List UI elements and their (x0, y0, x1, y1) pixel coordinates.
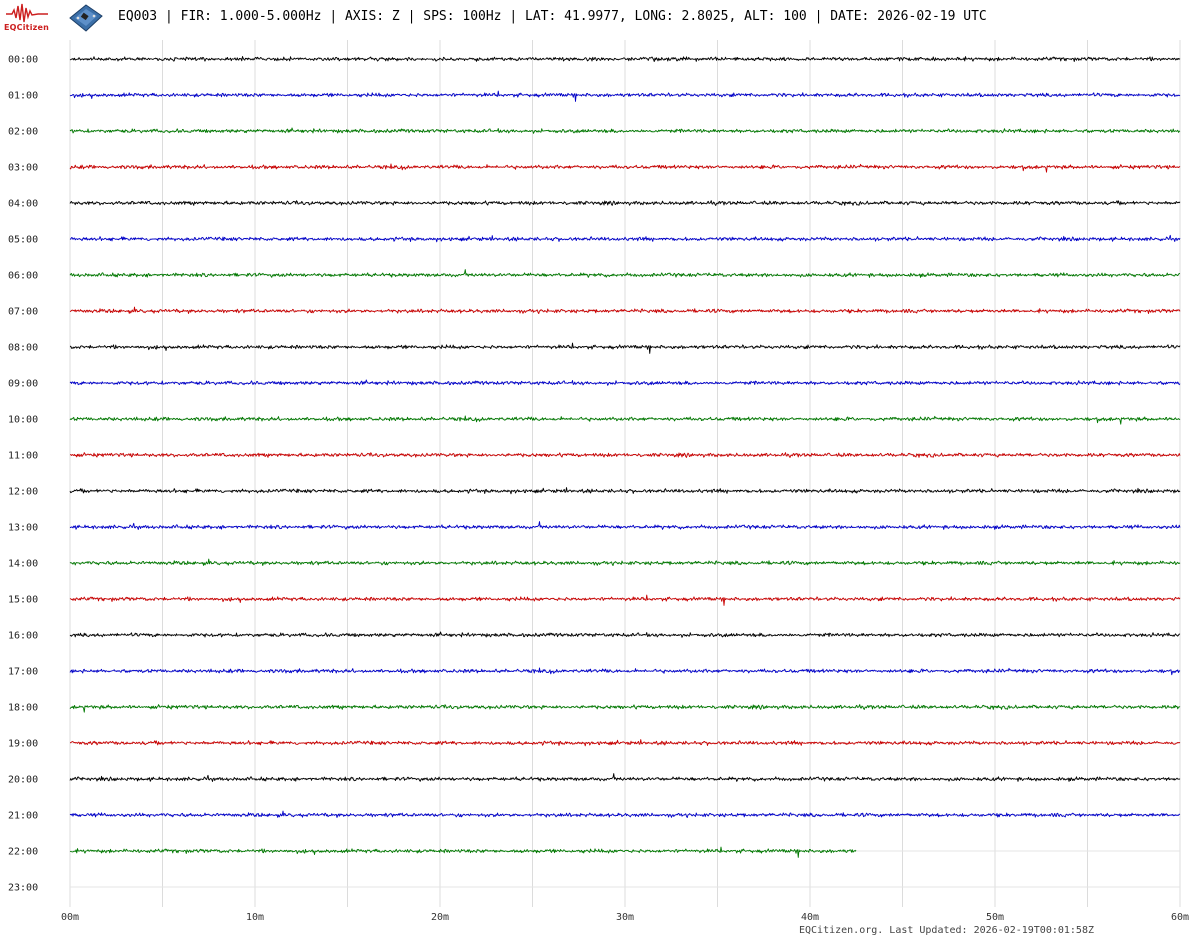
row-label: 05:00 (8, 235, 38, 246)
trace-1000 (69, 415, 1181, 425)
row-label: 11:00 (8, 451, 38, 462)
trace-1100 (69, 452, 1181, 458)
row-label: 19:00 (8, 739, 38, 750)
trace-0300 (69, 163, 1181, 173)
trace-2000 (69, 773, 1181, 782)
trace-0800 (69, 342, 1181, 354)
x-tick-label: 60m (1171, 912, 1189, 923)
trace-1200 (69, 487, 1181, 495)
row-label: 02:00 (8, 127, 38, 138)
row-label: 06:00 (8, 271, 38, 282)
row-label: 01:00 (8, 91, 38, 102)
x-tick-label: 40m (801, 912, 819, 923)
row-label: 23:00 (8, 883, 38, 894)
logo-text: EQCitizen (4, 23, 50, 32)
row-label: 03:00 (8, 163, 38, 174)
sensor-board-icon (69, 4, 103, 32)
row-label: 10:00 (8, 415, 38, 426)
x-tick-label: 20m (431, 912, 449, 923)
trace-1300 (69, 521, 1181, 530)
chart-title: EQ003 | FIR: 1.000-5.000Hz | AXIS: Z | S… (118, 9, 987, 24)
x-axis: 00m 10m 20m 30m 40m 50m 60m (61, 912, 1189, 923)
row-label: 09:00 (8, 379, 38, 390)
trace-0000 (69, 56, 1181, 63)
trace-1400 (69, 558, 1181, 567)
row-label: 13:00 (8, 523, 38, 534)
trace-0200 (69, 127, 1181, 134)
row-label: 04:00 (8, 199, 38, 210)
trace-0500 (69, 234, 1181, 243)
row-label: 17:00 (8, 667, 38, 678)
trace-2100 (69, 810, 1181, 819)
x-tick-label: 50m (986, 912, 1004, 923)
row-label: 14:00 (8, 559, 38, 570)
x-tick-label: 30m (616, 912, 634, 923)
trace-1700 (69, 667, 1181, 676)
trace-1500 (69, 594, 1181, 606)
trace-0600 (69, 269, 1181, 278)
row-label: 00:00 (8, 55, 38, 66)
row-label: 18:00 (8, 703, 38, 714)
row-label: 21:00 (8, 811, 38, 822)
trace-1600 (69, 631, 1181, 638)
trace-0400 (69, 200, 1181, 206)
footer-updated: EQCitizen.org. Last Updated: 2026-02-19T… (798, 925, 1094, 936)
row-label: 07:00 (8, 307, 38, 318)
x-tick-label: 00m (61, 912, 79, 923)
grid (69, 40, 1181, 907)
row-label: 20:00 (8, 775, 38, 786)
trace-2200 (69, 846, 857, 858)
traces (69, 56, 1181, 858)
row-label: 22:00 (8, 847, 38, 858)
trace-0900 (69, 379, 1181, 386)
row-label: 08:00 (8, 343, 38, 354)
trace-1900 (69, 739, 1181, 747)
x-tick-label: 10m (246, 912, 264, 923)
row-label: 15:00 (8, 595, 38, 606)
row-labels: 00:00 01:00 02:00 03:00 04:00 05:00 06:00 07:00… (8, 55, 38, 894)
row-label: 16:00 (8, 631, 38, 642)
trace-0700 (69, 306, 1181, 315)
row-label: 12:00 (8, 487, 38, 498)
seismograph-logo-icon (6, 3, 48, 23)
trace-0100 (69, 90, 1181, 102)
trace-1800 (69, 704, 1181, 713)
header: EQCitizen EQ003 | FIR: 1.000-5.000Hz | A… (0, 0, 1200, 36)
